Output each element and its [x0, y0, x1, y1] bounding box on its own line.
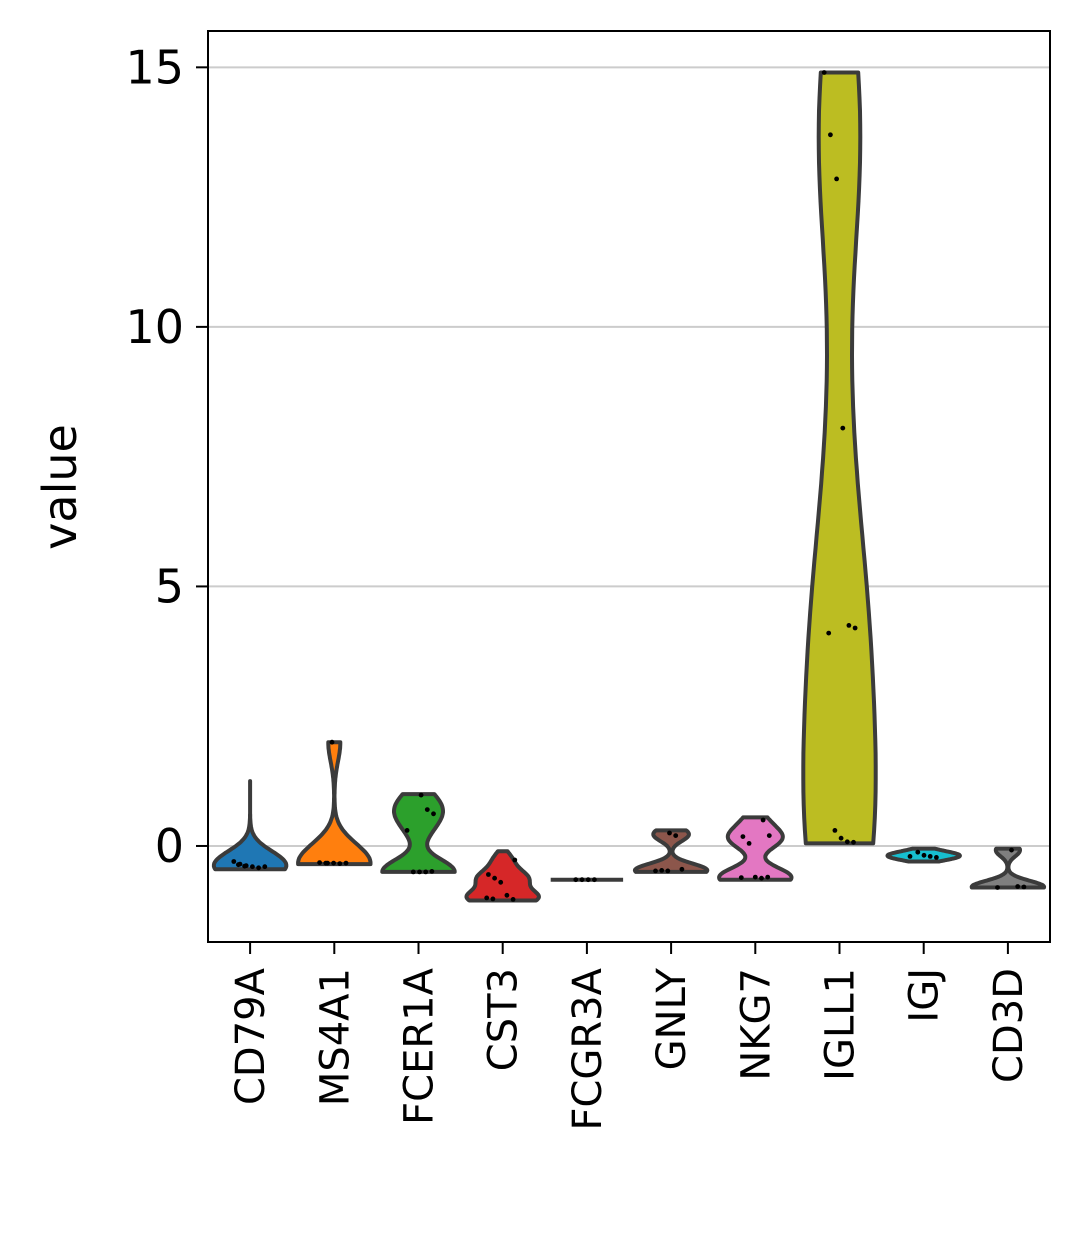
- point-FCER1A: [418, 792, 424, 798]
- point-CST3: [490, 896, 496, 902]
- point-NKG7: [760, 817, 766, 823]
- point-IGLL1: [834, 176, 839, 182]
- point-GNLY: [659, 868, 665, 873]
- point-IGLL1: [852, 625, 858, 631]
- point-IGJ: [921, 852, 927, 858]
- x-axis-ticks: CD79A MS4A1 FCER1A CST3 FCGR3A GNLY NKG7 IGLL1 I…: [228, 942, 1032, 1131]
- point-NKG7: [746, 841, 752, 846]
- xtick-label-NKG7: NKG7: [733, 968, 779, 1081]
- point-CST3: [510, 897, 516, 902]
- point-FCGR3A: [585, 877, 591, 883]
- xtick-label-FCER1A: FCER1A: [397, 967, 443, 1124]
- point-FCGR3A: [579, 877, 585, 883]
- point-CD79A: [262, 864, 268, 870]
- xtick-label-GNLY: GNLY: [649, 967, 695, 1070]
- ytick-label-15: 15: [125, 40, 184, 94]
- xtick-label-IGJ: IGJ: [902, 968, 948, 1023]
- xtick-label-CD79A: CD79A: [228, 967, 274, 1105]
- point-CST3: [486, 872, 491, 877]
- point-IGJ: [907, 854, 913, 859]
- point-MS4A1: [317, 860, 322, 865]
- point-NKG7: [766, 833, 772, 838]
- point-FCER1A: [424, 807, 430, 812]
- point-CD79A: [256, 865, 261, 871]
- point-MS4A1: [337, 861, 343, 866]
- point-CST3: [484, 895, 490, 901]
- point-CD3D: [1015, 884, 1021, 889]
- grid-lines: [208, 66, 1050, 847]
- point-FCGR3A: [573, 877, 579, 883]
- point-FCGR3A: [592, 877, 597, 883]
- point-IGJ: [934, 855, 939, 860]
- xtick-label-MS4A1: MS4A1: [312, 968, 358, 1106]
- point-IGLL1: [846, 623, 852, 628]
- point-CD79A: [242, 863, 248, 869]
- xtick-label-IGLL1: IGLL1: [818, 968, 864, 1081]
- point-IGJ: [915, 849, 921, 855]
- violin-CD79A: [211, 779, 289, 872]
- point-FCER1A: [410, 869, 416, 875]
- point-MS4A1: [343, 860, 349, 866]
- point-FCER1A: [417, 869, 422, 875]
- point-MS4A1: [331, 860, 336, 866]
- y-axis-label: value: [33, 424, 87, 550]
- strip-points: [231, 70, 1027, 902]
- xtick-label-FCGR3A: FCGR3A: [565, 967, 611, 1130]
- violin-NKG7: [717, 815, 794, 882]
- point-IGLL1: [821, 70, 827, 75]
- ytick-label-5: 5: [155, 559, 184, 613]
- point-IGJ: [927, 854, 933, 859]
- point-CD79A: [236, 862, 241, 868]
- violin-CD3D: [969, 846, 1047, 890]
- xtick-label-CD3D: CD3D: [986, 968, 1032, 1083]
- violin-FCER1A: [380, 792, 457, 874]
- point-IGLL1: [840, 425, 846, 431]
- point-FCER1A: [423, 869, 429, 875]
- point-FCER1A: [431, 811, 436, 817]
- point-NKG7: [765, 874, 771, 880]
- point-GNLY: [653, 868, 658, 874]
- point-CST3: [498, 879, 504, 885]
- point-CD79A: [231, 859, 237, 864]
- violin-GNLY: [632, 828, 710, 874]
- point-GNLY: [673, 833, 679, 838]
- ytick-label-10: 10: [125, 300, 184, 354]
- point-CD3D: [995, 885, 1000, 890]
- violin-CST3: [464, 849, 541, 903]
- violin-MS4A1: [296, 740, 373, 867]
- point-GNLY: [667, 830, 672, 836]
- point-CST3: [504, 892, 510, 898]
- y-axis-ticks: 0 5 10 15: [125, 40, 208, 873]
- point-NKG7: [759, 875, 764, 881]
- point-NKG7: [738, 875, 744, 880]
- plot-frame: [207, 30, 1051, 943]
- point-FCER1A: [429, 869, 435, 874]
- xtick-label-CST3: CST3: [481, 968, 527, 1071]
- point-CD79A: [250, 864, 255, 870]
- point-IGLL1: [828, 132, 833, 138]
- point-IGLL1: [851, 839, 856, 845]
- violin-IGLL1: [801, 70, 878, 846]
- ytick-label-0: 0: [155, 819, 184, 873]
- point-IGLL1: [832, 828, 838, 833]
- point-CD3D: [1009, 847, 1014, 853]
- point-GNLY: [665, 868, 671, 874]
- point-IGLL1: [844, 839, 850, 845]
- point-FCER1A: [404, 828, 410, 833]
- point-GNLY: [679, 866, 685, 872]
- point-NKG7: [752, 874, 758, 880]
- point-MS4A1: [329, 739, 335, 745]
- violins: [211, 70, 1047, 903]
- point-NKG7: [740, 834, 746, 839]
- point-CST3: [492, 875, 497, 881]
- point-CST3: [512, 857, 518, 863]
- point-CD3D: [1021, 884, 1027, 890]
- point-IGLL1: [838, 835, 844, 841]
- point-MS4A1: [323, 860, 329, 866]
- point-IGLL1: [826, 630, 832, 636]
